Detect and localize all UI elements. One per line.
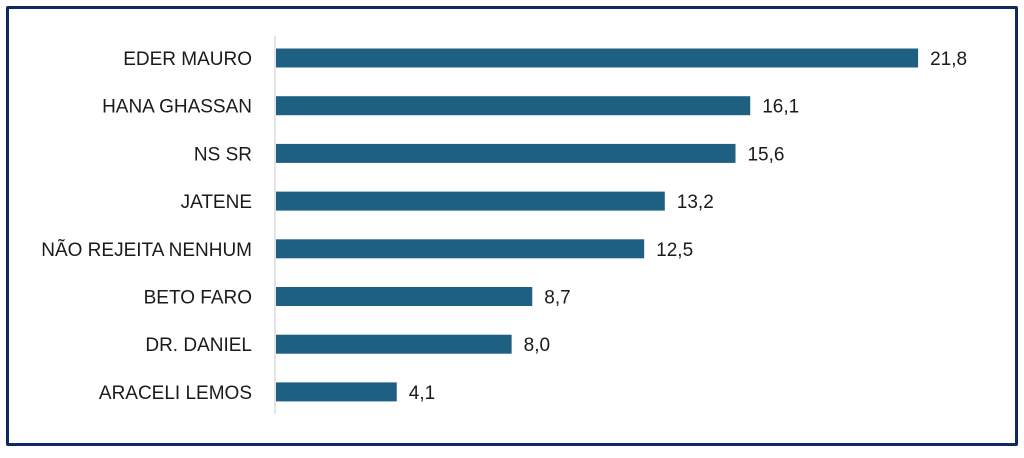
bar — [276, 191, 665, 211]
value-label: 13,2 — [677, 192, 714, 213]
bar — [276, 239, 645, 259]
category-label: EDER MAURO — [123, 49, 252, 70]
bar — [276, 287, 533, 306]
category-label: DR. DANIEL — [145, 335, 252, 356]
value-label: 8,0 — [524, 335, 550, 356]
category-label: HANA GHASSAN — [102, 97, 252, 118]
bar — [276, 143, 736, 163]
bar — [276, 96, 751, 116]
category-label: BETO FARO — [144, 288, 252, 309]
category-label: NS SR — [194, 144, 252, 165]
value-label: 12,5 — [656, 240, 693, 261]
category-label: ARACELI LEMOS — [99, 383, 252, 404]
category-label: JATENE — [181, 192, 252, 213]
category-label: NÃO REJEITA NENHUM — [41, 239, 252, 261]
bar — [276, 48, 919, 68]
value-label: 15,6 — [747, 144, 784, 165]
bar — [276, 334, 512, 354]
bar — [276, 382, 397, 402]
chart-frame — [6, 6, 1018, 446]
value-label: 8,7 — [544, 288, 570, 309]
value-label: 16,1 — [762, 97, 799, 118]
value-label: 21,8 — [930, 49, 967, 70]
value-label: 4,1 — [409, 383, 435, 404]
